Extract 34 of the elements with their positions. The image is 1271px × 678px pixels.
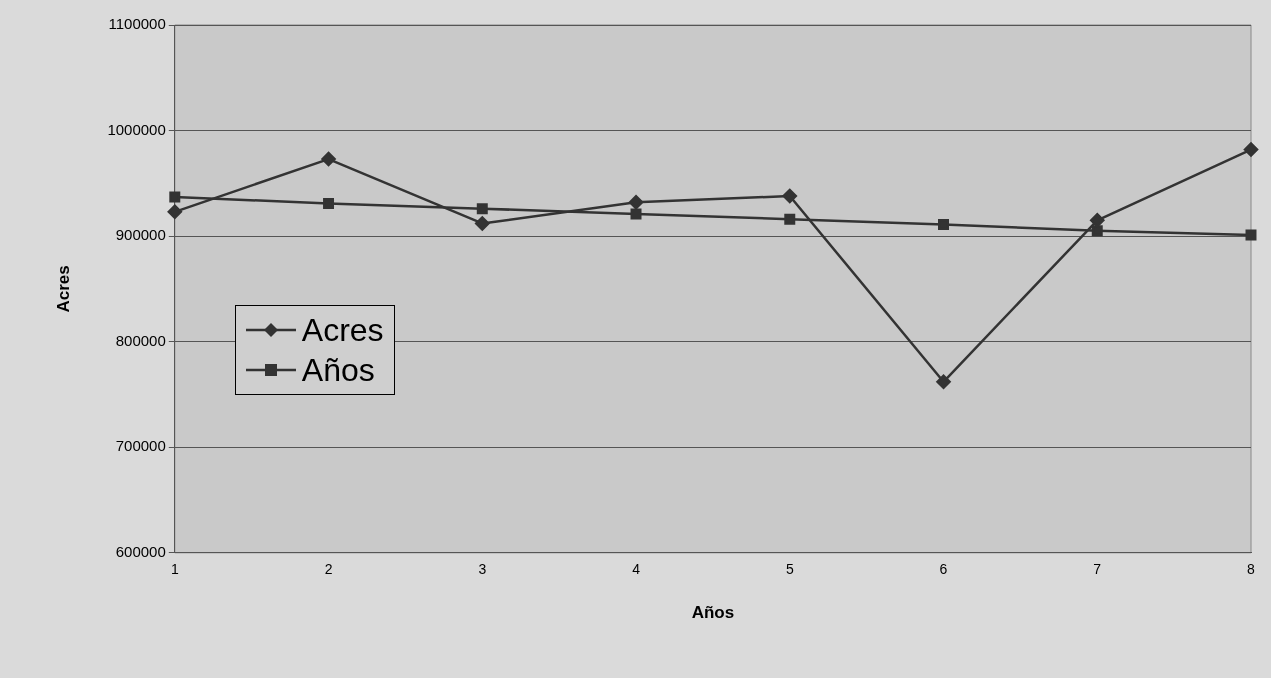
x-tick-label: 8 (1247, 561, 1256, 578)
y-tick-label: 600000 (115, 542, 166, 560)
point (1091, 225, 1103, 237)
point (938, 219, 950, 230)
y-axis-title: Acres (53, 265, 73, 313)
x-tick-label: 6 (939, 561, 948, 578)
y-tick-label: 900000 (115, 226, 166, 244)
point (167, 204, 183, 220)
y-tick-label: 1000000 (107, 120, 166, 138)
x-tick-label: 7 (1093, 561, 1102, 578)
point (169, 191, 181, 203)
point (1243, 142, 1259, 157)
x-tick-label: 5 (785, 561, 794, 578)
point (476, 203, 488, 215)
point (475, 216, 490, 231)
y-tick-label: 1100000 (108, 15, 166, 33)
point (936, 374, 951, 390)
point (784, 213, 796, 225)
point (630, 208, 642, 220)
point (321, 151, 336, 167)
point (1245, 229, 1257, 241)
legend-label: Acres (301, 310, 384, 350)
point (782, 188, 798, 204)
point (628, 195, 644, 210)
point (1090, 213, 1105, 228)
legend-label: Años (301, 350, 375, 390)
x-axis-title: Años (691, 603, 735, 623)
y-tick-label: 700000 (115, 437, 166, 455)
x-tick-label: 4 (632, 561, 641, 578)
x-tick-label: 3 (478, 561, 487, 578)
x-tick-label: 1 (170, 561, 179, 578)
point (323, 197, 335, 209)
y-tick-label: 800000 (115, 331, 166, 349)
x-tick-label: 2 (324, 561, 333, 578)
